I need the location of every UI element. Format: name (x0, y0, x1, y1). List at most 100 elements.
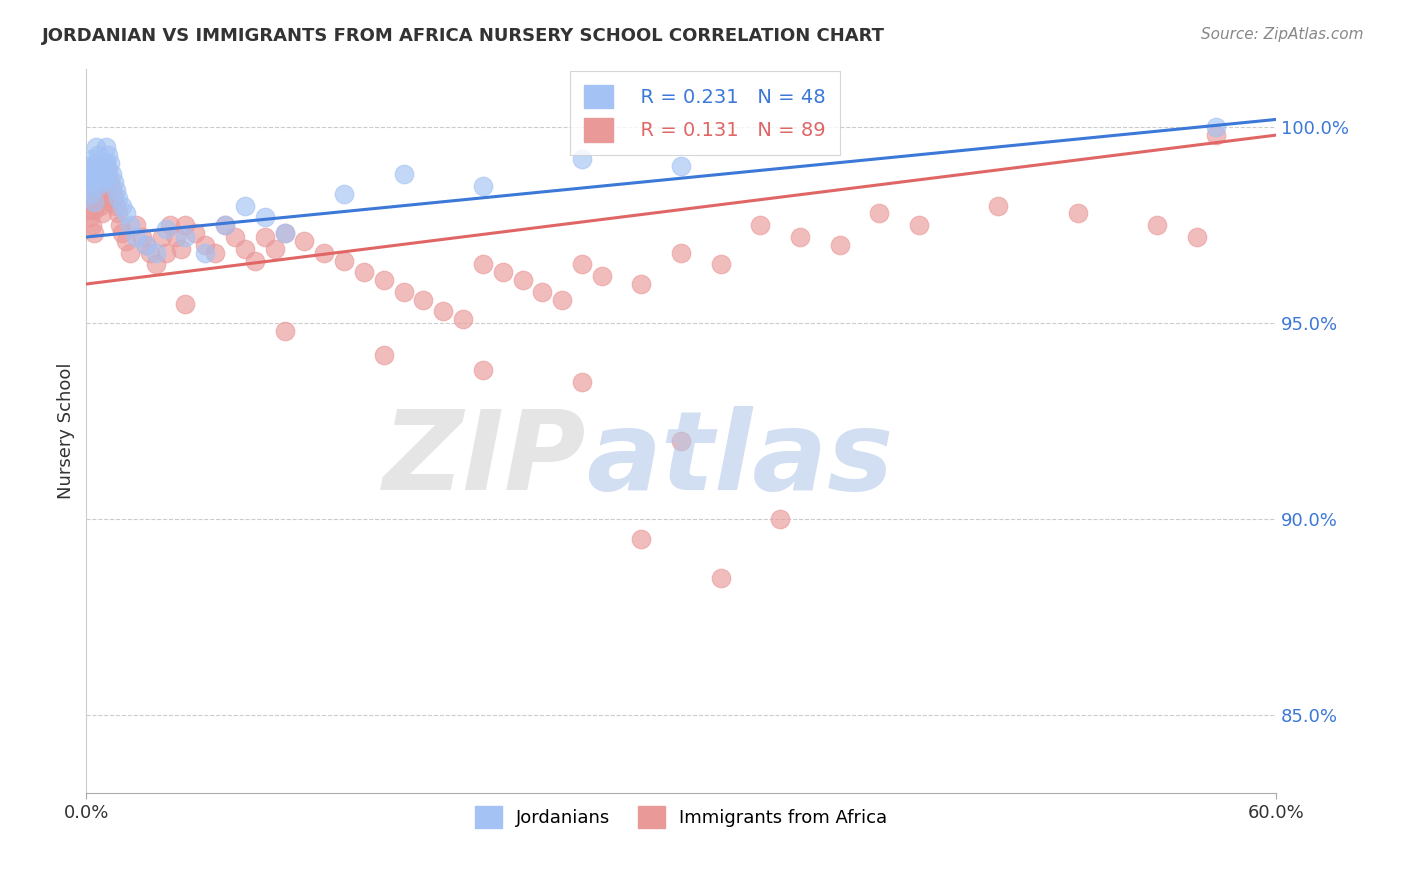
Point (87, 191, 110, 205)
Point (292, 234, 315, 248)
Point (451, 312, 474, 326)
Point (471, 363, 494, 377)
Legend: Jordanians, Immigrants from Africa: Jordanians, Immigrants from Africa (468, 798, 894, 835)
Point (591, 269, 613, 284)
Point (159, 219, 181, 233)
Point (214, 219, 236, 233)
Point (94, 160, 117, 174)
Point (98, 155, 121, 169)
Point (204, 245, 226, 260)
Point (155, 245, 177, 260)
Point (165, 230, 187, 244)
Point (94, 140, 117, 154)
Point (471, 179, 494, 194)
Point (253, 211, 276, 225)
Point (105, 199, 128, 213)
Point (111, 226, 134, 240)
Point (184, 226, 207, 240)
Point (79, 186, 101, 201)
Point (868, 206, 890, 220)
Point (669, 245, 692, 260)
Point (89, 199, 111, 213)
Point (373, 347, 395, 361)
Point (77, 179, 100, 194)
Point (89, 155, 111, 169)
Text: JORDANIAN VS IMMIGRANTS FROM AFRICA NURSERY SCHOOL CORRELATION CHART: JORDANIAN VS IMMIGRANTS FROM AFRICA NURS… (42, 27, 886, 45)
Point (273, 324, 295, 338)
Point (135, 237, 157, 252)
Point (710, 571, 733, 585)
Point (1205, 120, 1227, 135)
Point (243, 253, 266, 268)
Point (1185, 230, 1208, 244)
Point (91, 175, 114, 189)
Point (111, 199, 134, 213)
Point (82, 219, 104, 233)
Point (91, 183, 114, 197)
Point (91, 206, 114, 220)
Point (1205, 128, 1227, 142)
Point (79, 167, 101, 181)
Point (273, 226, 295, 240)
Point (77, 202, 100, 217)
Point (174, 219, 197, 233)
Point (224, 230, 246, 244)
Point (87, 163, 110, 178)
Point (139, 245, 162, 260)
Point (710, 257, 733, 271)
Point (94, 179, 117, 194)
Point (333, 253, 356, 268)
Point (108, 219, 131, 233)
Point (333, 186, 356, 201)
Point (314, 245, 336, 260)
Point (87, 167, 110, 181)
Point (97, 167, 120, 181)
Point (392, 285, 415, 299)
Point (412, 293, 434, 307)
Point (194, 237, 217, 252)
Point (630, 532, 652, 546)
Point (987, 199, 1010, 213)
Point (98, 194, 121, 209)
Point (115, 234, 138, 248)
Point (84, 140, 107, 154)
Point (789, 230, 811, 244)
Point (77, 160, 100, 174)
Point (194, 245, 217, 260)
Point (83, 175, 105, 189)
Point (93, 167, 115, 181)
Point (79, 211, 101, 225)
Point (91, 160, 114, 174)
Point (233, 242, 256, 256)
Point (84, 167, 107, 181)
Point (131, 230, 153, 244)
Point (571, 375, 593, 389)
Y-axis label: Nursery School: Nursery School (58, 363, 75, 500)
Point (170, 242, 193, 256)
Point (83, 226, 105, 240)
Point (392, 167, 415, 181)
Point (118, 219, 141, 233)
Point (94, 171, 117, 186)
Point (87, 147, 110, 161)
Point (118, 245, 141, 260)
Point (101, 167, 124, 181)
Point (1146, 219, 1168, 233)
Point (101, 183, 124, 197)
Point (77, 179, 100, 194)
Point (105, 183, 128, 197)
Point (769, 512, 792, 526)
Point (512, 273, 534, 287)
Point (471, 257, 494, 271)
Point (492, 265, 515, 279)
Point (571, 152, 593, 166)
Point (82, 171, 104, 186)
Point (373, 273, 395, 287)
Point (87, 179, 110, 194)
Point (103, 191, 125, 205)
Text: ZIP: ZIP (382, 407, 586, 514)
Point (669, 434, 692, 448)
Point (79, 186, 101, 201)
Point (83, 202, 105, 217)
Point (432, 304, 454, 318)
